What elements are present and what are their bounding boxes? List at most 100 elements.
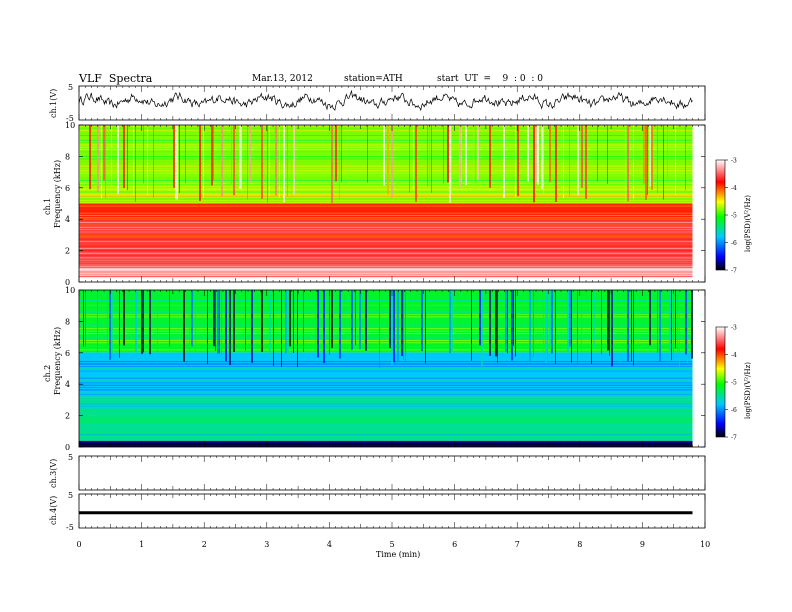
spec1-stripe <box>391 125 393 199</box>
spec1-stripe <box>97 125 99 192</box>
spec2-stripe <box>303 290 304 352</box>
ticks2-ytick-label: 0 <box>65 443 70 452</box>
cb1ticks-tick-label: -5 <box>731 213 737 220</box>
spec2-texture-line <box>79 302 693 304</box>
spec1-stripe <box>429 125 430 186</box>
spec1-stripe <box>127 125 128 191</box>
ticks2-ytick-label: 6 <box>65 349 70 358</box>
ticks1-ytick-label: 0 <box>65 278 70 287</box>
ticks1-ytick-label: 8 <box>65 152 70 161</box>
spec2-texture-line <box>79 335 693 337</box>
spec2-stripe <box>391 290 393 365</box>
spec2-texture-line <box>79 373 693 374</box>
spec1-stripe <box>607 125 608 185</box>
spec2-stripe <box>339 290 341 359</box>
cb2ticks-tick-label: -4 <box>731 352 737 359</box>
spec1-stripe <box>527 125 529 182</box>
spec2-stripe <box>359 290 361 350</box>
spec2-texture-line <box>79 330 693 332</box>
spec2-texture-line <box>79 413 693 414</box>
spec1-stripe <box>569 125 570 197</box>
spec1-stripe <box>383 125 385 186</box>
spec2-texture-line <box>79 356 693 358</box>
spec1-stripe <box>647 125 648 195</box>
spec2-stripe <box>545 290 547 364</box>
spec2-texture-line <box>79 297 693 299</box>
spec1-texture-line <box>79 229 693 230</box>
spec2-texture-line <box>79 415 693 417</box>
spec1-stripe <box>533 125 535 203</box>
spec1-stripe <box>197 125 198 185</box>
spec1-texture-line <box>79 146 693 148</box>
spec2-texture-line <box>79 337 693 339</box>
spec2-texture-line <box>79 318 693 320</box>
spec2-stripe <box>611 290 613 367</box>
spec2-stripe <box>149 290 151 355</box>
spec2-stripe <box>213 290 215 347</box>
spec1-stripe <box>275 125 277 196</box>
spec2-stripe <box>191 290 193 347</box>
ticks1-ytick-label: 6 <box>65 184 70 193</box>
x-tick-label: 1 <box>139 540 144 549</box>
spec1-texture-line <box>79 252 693 254</box>
spec2-stripe <box>111 290 113 354</box>
spec1-texture-line <box>79 217 693 219</box>
spec2-stripe <box>389 290 391 349</box>
spec1-texture-line <box>79 259 693 261</box>
spec2-stripe <box>123 290 125 346</box>
spec2-texture-line <box>79 351 693 353</box>
spec1-texture-line <box>79 226 693 228</box>
spec1-stripe <box>279 125 280 198</box>
spec2-stripe <box>157 290 158 356</box>
spec1-texture-line <box>79 163 693 165</box>
spec1-texture-line <box>79 153 693 155</box>
spec2-texture-line <box>79 309 693 311</box>
spec2-texture-line <box>79 408 693 410</box>
ticks1-ytick-label: 4 <box>65 215 70 224</box>
spec2-stripe <box>207 290 208 365</box>
spec1-texture-line <box>79 193 693 195</box>
spec2-stripe <box>229 290 231 366</box>
spec2-stripe <box>449 290 451 354</box>
spec1-texture-line <box>79 179 693 181</box>
ch1-ylabel: ch.1(V) <box>49 89 58 118</box>
spec1-texture-line <box>79 238 693 240</box>
spec1-stripe <box>177 125 178 200</box>
spec1-stripe <box>79 125 80 183</box>
spec1-stripe <box>387 125 389 195</box>
spec2-stripe <box>195 290 196 358</box>
spec1-stripe <box>153 125 154 198</box>
ch1-ytick-bottom: -5 <box>66 114 74 123</box>
spec2-stripe <box>141 290 143 354</box>
spec2-stripe <box>513 290 514 346</box>
spec2-texture-line <box>79 387 693 388</box>
ch4-ytick-top: 5 <box>68 491 73 500</box>
spec2-stripe <box>607 290 609 351</box>
spec2-stripe <box>169 290 170 347</box>
spec2-texture-line <box>79 436 693 438</box>
spec2-texture-line <box>79 429 693 431</box>
spec2-stripe <box>659 290 661 362</box>
ticks2-ytick-label: 4 <box>65 380 70 389</box>
spec2-texture-line <box>79 431 693 433</box>
spec2-texture-line <box>79 424 693 426</box>
spec1-stripe <box>239 125 241 189</box>
spec1-stripe <box>241 125 242 192</box>
spec2-texture-line <box>79 394 693 395</box>
spec1-stripe <box>123 125 125 189</box>
spec2-band-1 <box>79 396 693 441</box>
x-tick-label: 6 <box>452 540 457 549</box>
cb2ticks-tick-label: -7 <box>731 435 737 442</box>
spec2-stripe <box>329 290 330 355</box>
spec2-stripe <box>261 290 263 352</box>
spec1-texture-line <box>79 165 693 167</box>
spec1-stripe <box>475 125 476 184</box>
spec2-stripe <box>245 290 246 351</box>
spec2-stripe <box>403 290 404 361</box>
cb1ticks-tick-label: -7 <box>731 268 737 275</box>
spec1-texture-line <box>79 205 693 207</box>
spec2-stripe <box>293 290 294 353</box>
x-tick-label: 10 <box>700 540 710 549</box>
spec2-stripe <box>675 290 676 349</box>
spec2-texture-line <box>79 361 693 363</box>
